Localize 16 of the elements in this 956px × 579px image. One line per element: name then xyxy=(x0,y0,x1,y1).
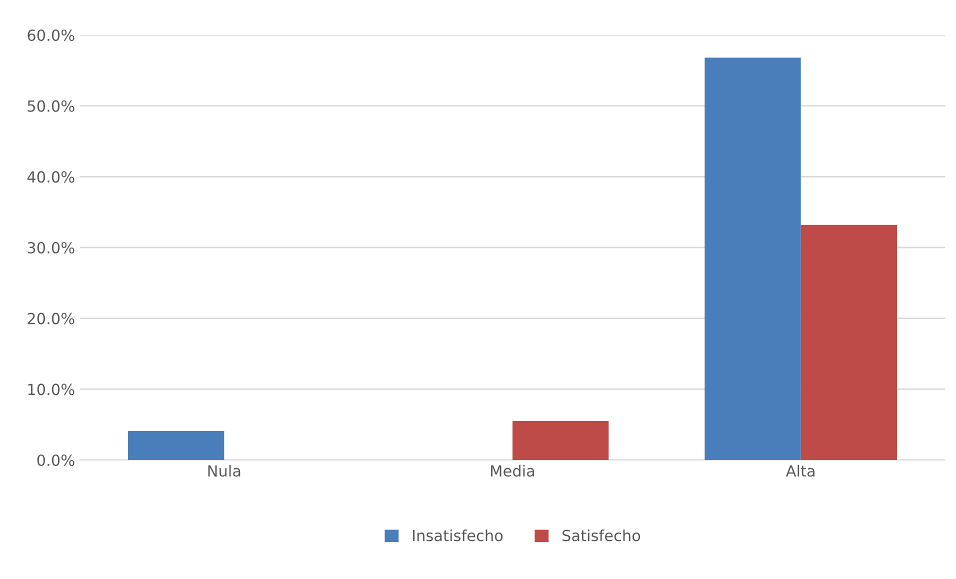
y-tick-label: 0.0% xyxy=(37,454,74,466)
y-tick-label: 60.0% xyxy=(28,29,74,42)
bar xyxy=(800,224,897,460)
y-tick-label: 30.0% xyxy=(28,242,74,254)
legend-label: Satisfecho xyxy=(562,529,640,542)
x-tick-label: Nula xyxy=(208,464,240,477)
bar xyxy=(128,430,224,460)
y-tick-label: 40.0% xyxy=(27,171,74,183)
y-tick-label: 20.0% xyxy=(28,312,74,324)
legend-label: Insatisfecho xyxy=(413,529,503,542)
x-tick-label: Media xyxy=(491,464,534,477)
y-tick-label: 10.0% xyxy=(28,384,74,396)
x-tick-label: Alta xyxy=(786,464,814,477)
bar xyxy=(704,58,801,460)
bar xyxy=(512,421,609,460)
y-tick-label: 50.0% xyxy=(28,100,74,112)
